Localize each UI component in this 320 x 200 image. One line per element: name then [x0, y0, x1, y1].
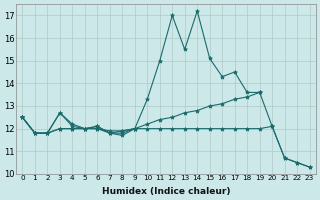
- X-axis label: Humidex (Indice chaleur): Humidex (Indice chaleur): [102, 187, 230, 196]
